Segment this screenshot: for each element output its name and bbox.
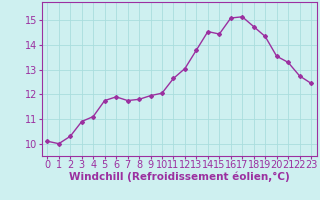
X-axis label: Windchill (Refroidissement éolien,°C): Windchill (Refroidissement éolien,°C) [69, 172, 290, 182]
